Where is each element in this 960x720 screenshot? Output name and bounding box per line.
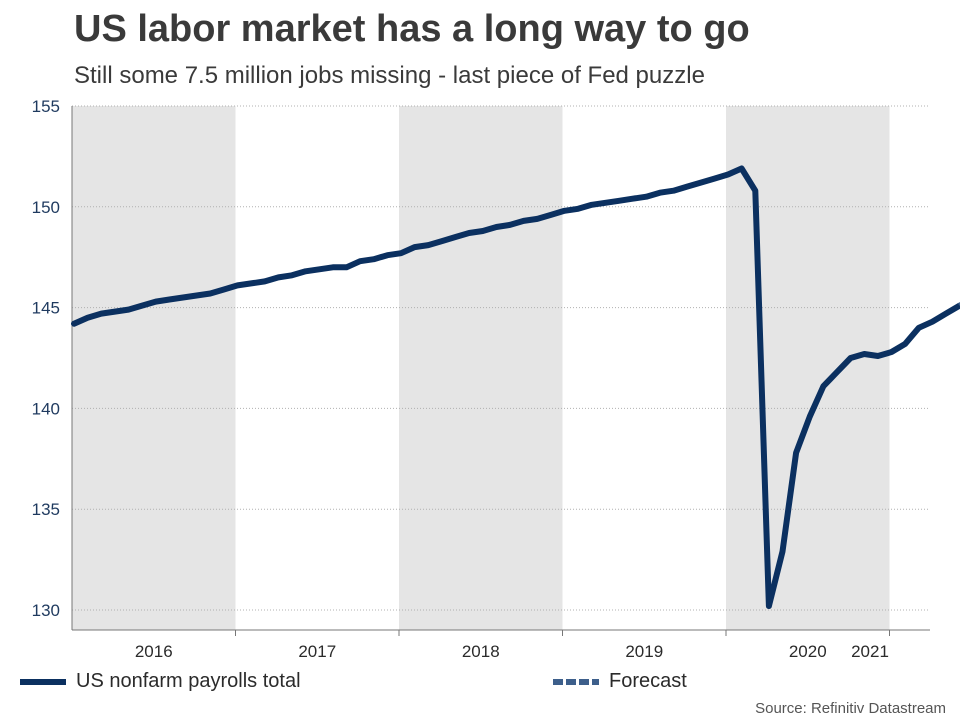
chart-title: US labor market has a long way to go (74, 8, 750, 50)
legend-series: US nonfarm payrolls total (20, 670, 301, 693)
series-lines (71, 165, 960, 609)
legend-dashed-swatch (553, 678, 599, 685)
x-tick-label-2017: 2017 (298, 642, 336, 661)
x-tick-label-2016: 2016 (135, 642, 173, 661)
y-tick-label-140: 140 (32, 399, 60, 418)
legend-solid-swatch (20, 678, 66, 685)
y-tick-label-150: 150 (32, 198, 60, 217)
chart-subtitle: Still some 7.5 million jobs missing - la… (74, 62, 705, 89)
source-note: Source: Refinitiv Datastream (755, 700, 946, 717)
y-axis-ticks: 130 135 140 145 150 155 (32, 97, 60, 620)
x-tick-label-2020: 2020 (789, 642, 827, 661)
shade-band-2016 (72, 106, 236, 630)
y-tick-label-145: 145 (32, 299, 60, 318)
x-tick-label-2021: 2021 (851, 642, 889, 661)
legend-forecast: Forecast (553, 670, 687, 693)
legend-series-label: US nonfarm payrolls total (76, 670, 301, 692)
y-tick-label-135: 135 (32, 500, 60, 519)
y-tick-label-155: 155 (32, 97, 60, 116)
y-tick-label-130: 130 (32, 601, 60, 620)
shade-band-2018 (399, 106, 563, 630)
x-axis-ticks: 2016 2017 2018 2019 2020 2021 (135, 630, 890, 661)
x-tick-label-2019: 2019 (625, 642, 663, 661)
x-tick-label-2018: 2018 (462, 642, 500, 661)
payrolls-line (71, 165, 960, 609)
year-shading (72, 106, 890, 630)
legend-forecast-label: Forecast (609, 670, 687, 692)
